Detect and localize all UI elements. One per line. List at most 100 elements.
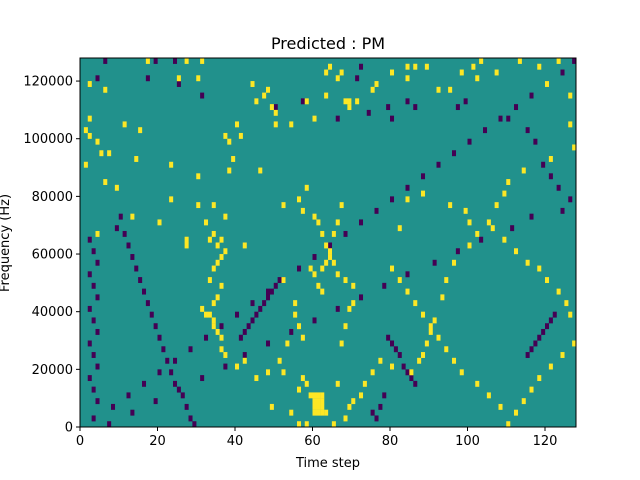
heatmap-cell-negative [366,109,371,116]
heatmap-cell-positive [211,230,216,237]
heatmap-cell-negative [145,75,150,82]
heatmap-cell-negative [91,352,96,358]
heatmap-cell-negative [130,254,135,260]
heatmap-cell-positive [320,403,325,410]
heatmap-cell-positive [517,58,522,64]
heatmap-cell-positive [421,190,426,197]
heatmap-cell-negative [246,323,251,330]
heatmap-cell-positive [200,305,205,312]
heatmap-cell-negative [409,375,414,382]
heatmap-cell-positive [331,259,336,266]
heatmap-cell-positive [219,254,224,260]
heatmap-cell-positive [242,357,247,364]
heatmap-cell-negative [180,392,185,399]
heatmap-cell-positive [320,398,325,405]
heatmap-cell-negative [258,305,263,312]
heatmap-cell-positive [545,81,550,87]
heatmap-cell-positive [196,75,201,82]
heatmap-cell-negative [138,277,143,284]
heatmap-cell-positive [320,409,325,416]
heatmap-cell-positive [390,69,395,76]
heatmap-cell-negative [560,69,565,76]
heatmap-cell-negative [126,242,131,249]
heatmap-cell-negative [262,300,267,307]
heatmap-cell-negative [413,380,418,387]
heatmap-cell-negative [95,328,100,335]
heatmap-cell-positive [231,156,236,162]
heatmap-cell-positive [339,69,344,76]
heatmap-cell-negative [242,328,247,335]
y-tick-label: 120000 [23,75,73,90]
heatmap-cell-negative [390,115,395,122]
heatmap-cell-negative [250,317,255,324]
heatmap-cell-negative [87,236,92,243]
heatmap-cell-positive [448,202,453,209]
heatmap-cell-positive [405,196,410,203]
heatmap-cell-positive [215,328,220,335]
heatmap-cell-negative [219,323,224,330]
heatmap-cell-negative [95,259,100,266]
heatmap-cell-negative [413,104,418,111]
heatmap-cell-positive [103,86,108,93]
heatmap-cell-positive [343,98,348,105]
heatmap-cell-positive [219,346,224,353]
heatmap-cell-negative [273,104,278,111]
heatmap-cell-positive [83,127,88,134]
heatmap-cell-negative [289,328,294,335]
heatmap-cell-negative [529,213,534,220]
heatmap-cell-positive [219,236,224,243]
heatmap-cell-negative [479,236,484,243]
heatmap-cell-negative [200,375,205,382]
heatmap-cell-positive [266,86,271,93]
heatmap-cell-negative [91,317,96,324]
heatmap-cell-negative [514,104,519,111]
heatmap-cell-negative [525,127,530,134]
chart-title: Predicted : PM [271,34,385,53]
heatmap-cell-positive [266,369,271,376]
heatmap-cell-negative [188,415,193,422]
heatmap-cell-positive [331,230,336,237]
heatmap-cell-negative [91,386,96,393]
heatmap-cell-negative [165,357,170,364]
heatmap-cell-positive [320,392,325,399]
heatmap-cell-negative [153,58,158,64]
heatmap-cell-positive [176,75,181,82]
heatmap-cell-negative [126,392,131,399]
heatmap-cell-positive [537,375,542,382]
heatmap-cell-positive [316,409,321,416]
heatmap-cell-negative [114,225,119,232]
heatmap-cell-negative [390,196,395,203]
heatmap-cell-negative [118,213,123,220]
heatmap-cell-positive [83,161,88,168]
heatmap-cell-positive [138,127,143,134]
heatmap-cell-positive [424,63,429,70]
heatmap-cell-negative [467,138,472,145]
heatmap-cell-negative [452,150,457,157]
heatmap-cell-negative [556,184,561,191]
heatmap-cell-positive [134,156,139,162]
heatmap-cell-positive [564,300,569,307]
heatmap-cell-positive [452,259,457,266]
heatmap-cell-positive [207,277,212,284]
heatmap-cell-negative [421,173,426,180]
heatmap-cell-negative [87,271,92,278]
heatmap-cell-negative [87,340,92,347]
heatmap-cell-negative [506,115,511,122]
heatmap-cell-negative [359,294,364,301]
heatmap-cell-positive [300,334,305,341]
x-tick-label: 0 [76,434,84,449]
heatmap-cell-positive [254,375,259,382]
heatmap-cell-positive [316,219,321,226]
heatmap-cell-positive [448,86,453,93]
heatmap-cell-negative [134,265,139,272]
heatmap-cell-positive [432,317,437,324]
heatmap-cell-positive [184,236,189,243]
heatmap-cell-positive [320,265,325,272]
heatmap-cell-negative [169,369,174,376]
heatmap-cell-positive [405,75,410,82]
heatmap-cell-positive [413,300,418,307]
heatmap-cell-positive [211,300,216,307]
heatmap-cell-negative [95,363,100,370]
x-tick-label: 100 [455,434,480,449]
heatmap-cell-positive [320,288,325,295]
